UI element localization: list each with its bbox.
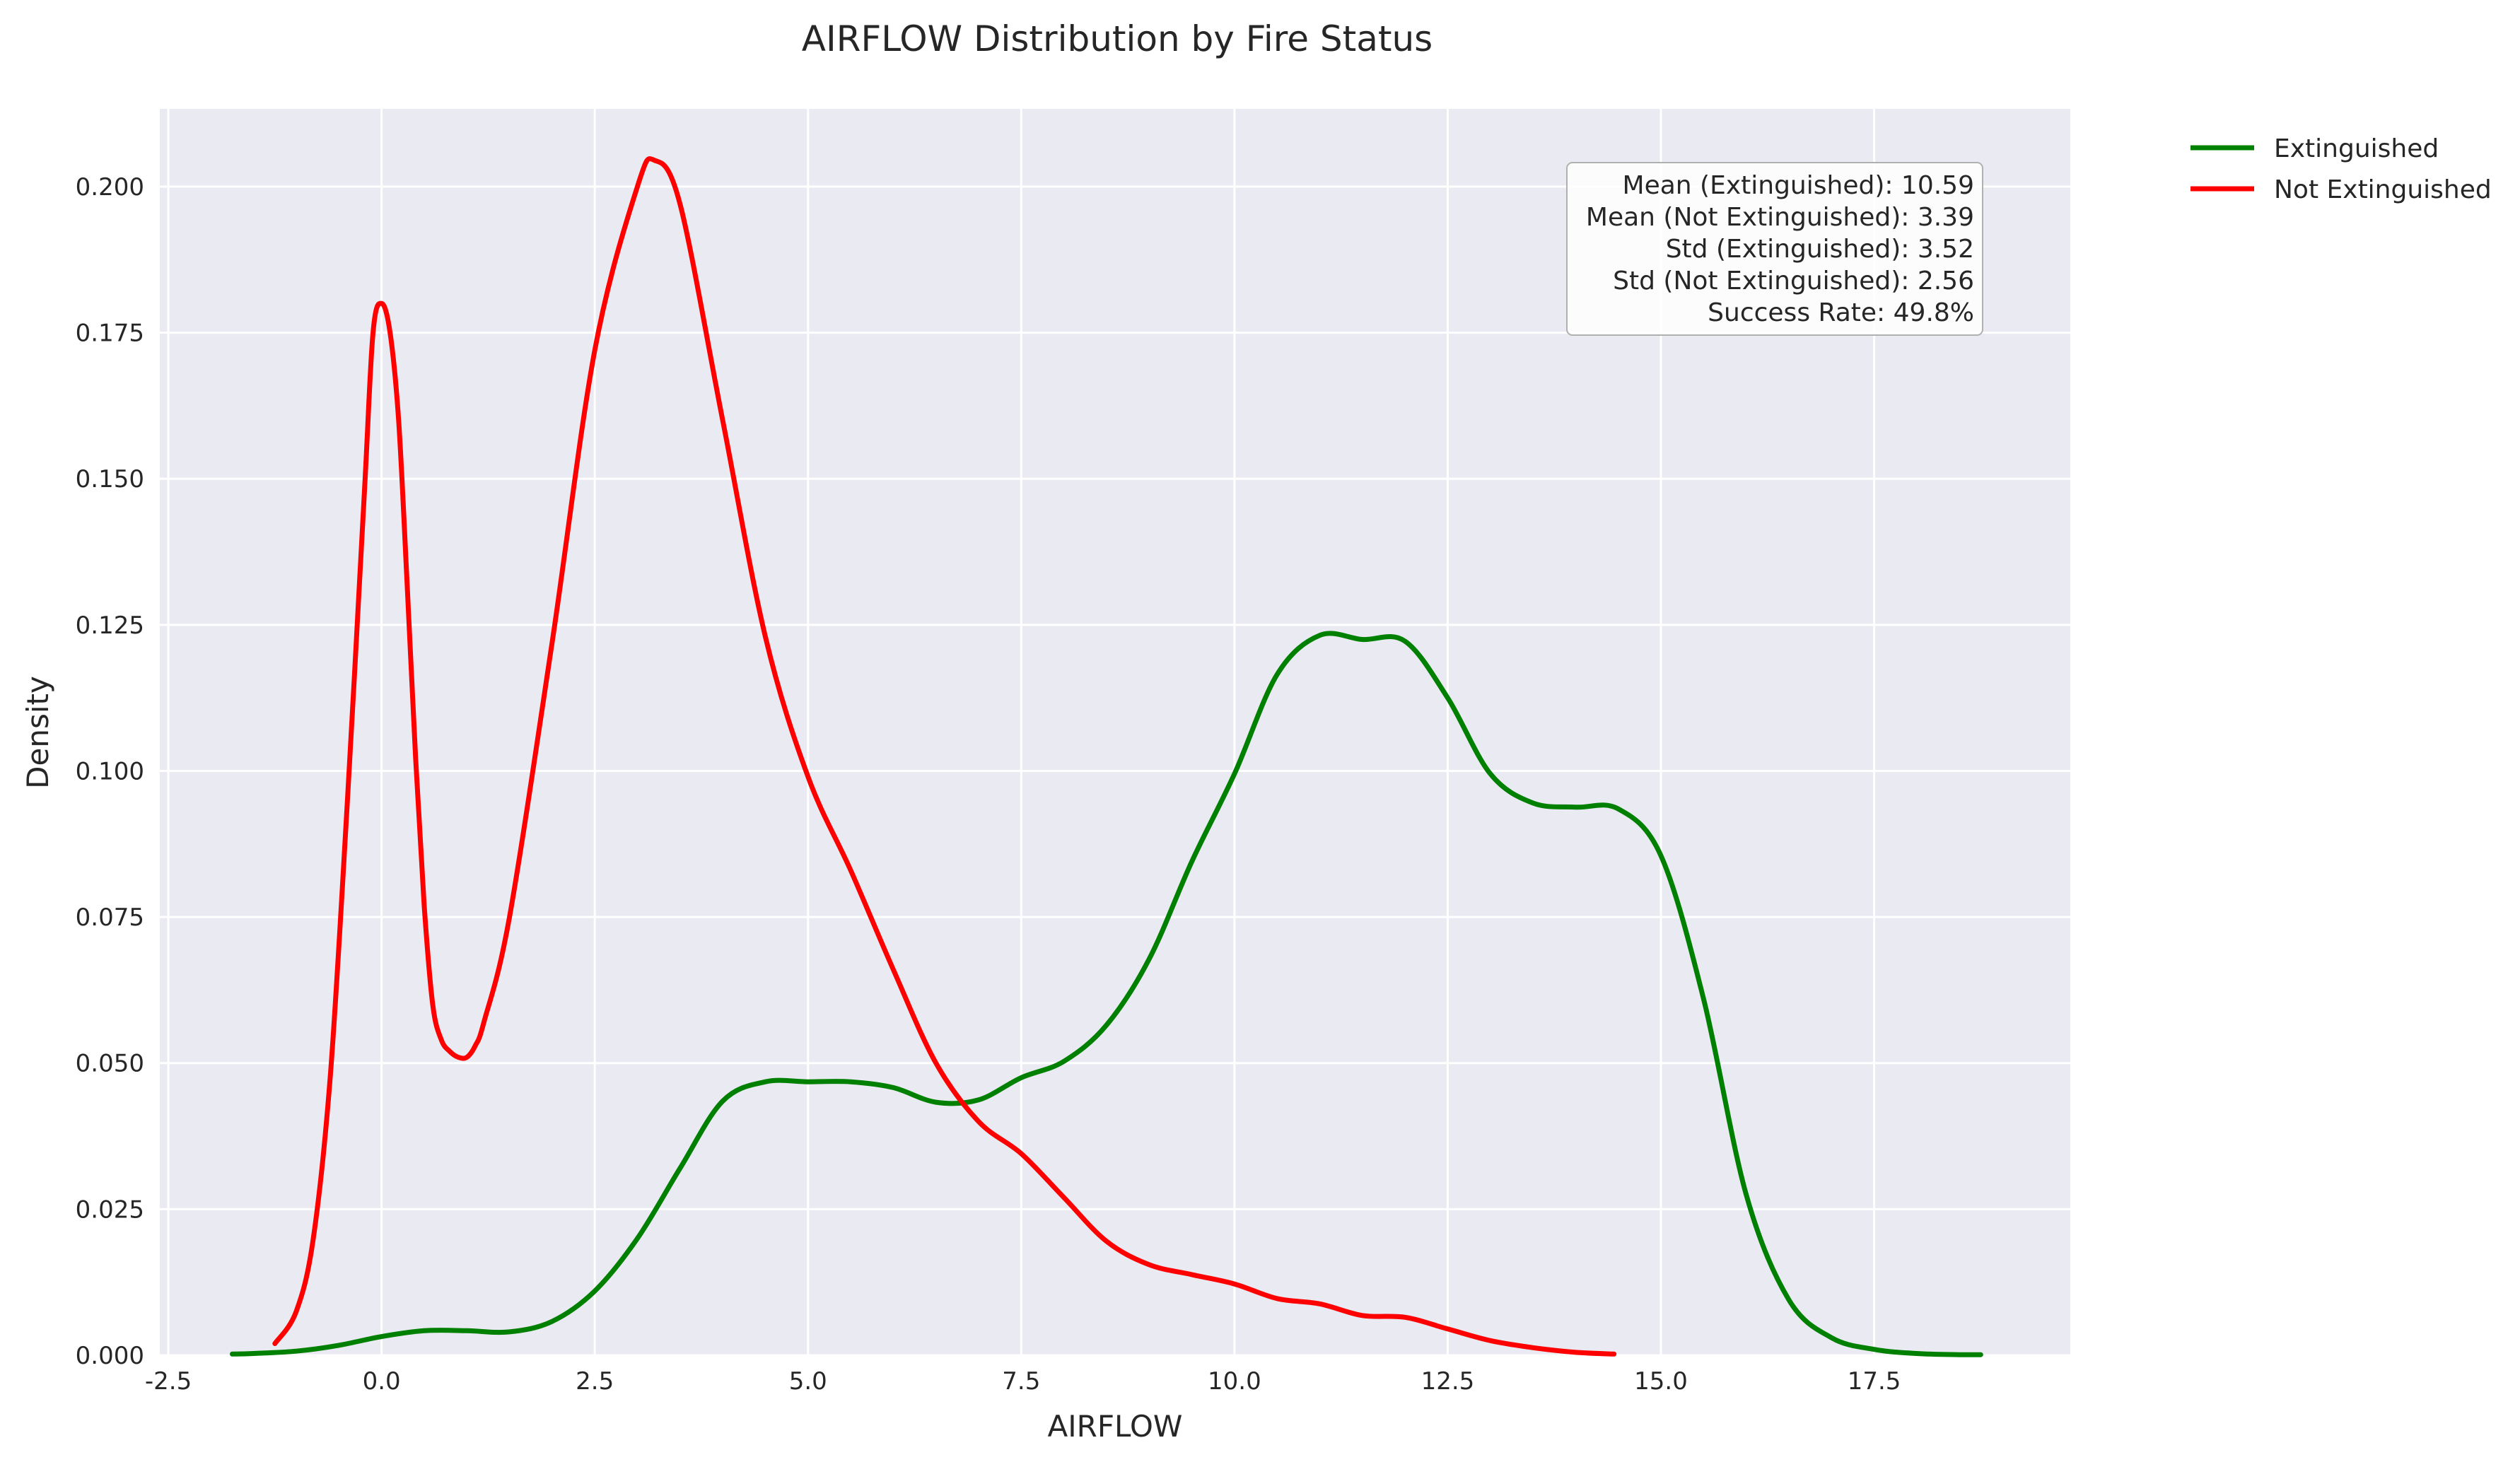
x-axis-title: AIRFLOW <box>1048 1409 1183 1444</box>
stats-line-success-rate: Success Rate: 49.8% <box>1708 298 1974 327</box>
series-lines <box>230 156 1983 1357</box>
series-line-extinguished <box>230 631 1983 1357</box>
stats-box-frame <box>1566 162 1983 336</box>
chart-title: AIRFLOW Distribution by Fire Status <box>802 18 1433 59</box>
x-tick-label: 12.5 <box>1421 1367 1475 1396</box>
y-tick-label: 0.025 <box>76 1195 144 1224</box>
x-tick-label: 2.5 <box>576 1367 614 1396</box>
stats-line-mean-extinguished: Mean (Extinguished): 10.59 <box>1623 171 1974 200</box>
x-tick-label: 0.0 <box>363 1367 401 1396</box>
series-line-not-extinguished <box>272 156 1617 1357</box>
y-tick-label: 0.150 <box>76 465 144 493</box>
x-tick-label: 7.5 <box>1002 1367 1040 1396</box>
y-tick-label: 0.200 <box>76 173 144 201</box>
x-tick-label: 15.0 <box>1634 1367 1688 1396</box>
y-tick-label: 0.175 <box>76 320 144 348</box>
legend-label-extinguished: Extinguished <box>2274 134 2439 163</box>
y-tick-label: 0.100 <box>76 757 144 785</box>
stats-annotation-box: Mean (Extinguished): 10.59 Mean (Not Ext… <box>1566 162 1983 336</box>
tick-labels: -2.5 0.0 2.5 5.0 7.5 10.0 12.5 15.0 17.5 0.000 0.0… <box>76 173 1901 1396</box>
x-tick-label: 10.0 <box>1208 1367 1261 1396</box>
x-tick-label: -2.5 <box>145 1367 192 1396</box>
stats-line-mean-not-extinguished: Mean (Not Extinguished): 3.39 <box>1586 203 1974 232</box>
y-tick-label: 0.075 <box>76 903 144 932</box>
y-tick-label: 0.000 <box>76 1342 144 1370</box>
stats-line-std-extinguished: Std (Extinguished): 3.52 <box>1666 235 1974 264</box>
y-tick-label: 0.050 <box>76 1050 144 1078</box>
x-tick-label: 17.5 <box>1848 1367 1901 1396</box>
stats-line-std-not-extinguished: Std (Not Extinguished): 2.56 <box>1613 267 1974 296</box>
y-axis-title: Density <box>21 676 55 789</box>
x-tick-label: 5.0 <box>789 1367 827 1396</box>
y-tick-label: 0.125 <box>76 612 144 640</box>
legend-label-not-extinguished: Not Extinguished <box>2274 175 2492 204</box>
legend: Extinguished Not Extinguished <box>2191 134 2492 204</box>
